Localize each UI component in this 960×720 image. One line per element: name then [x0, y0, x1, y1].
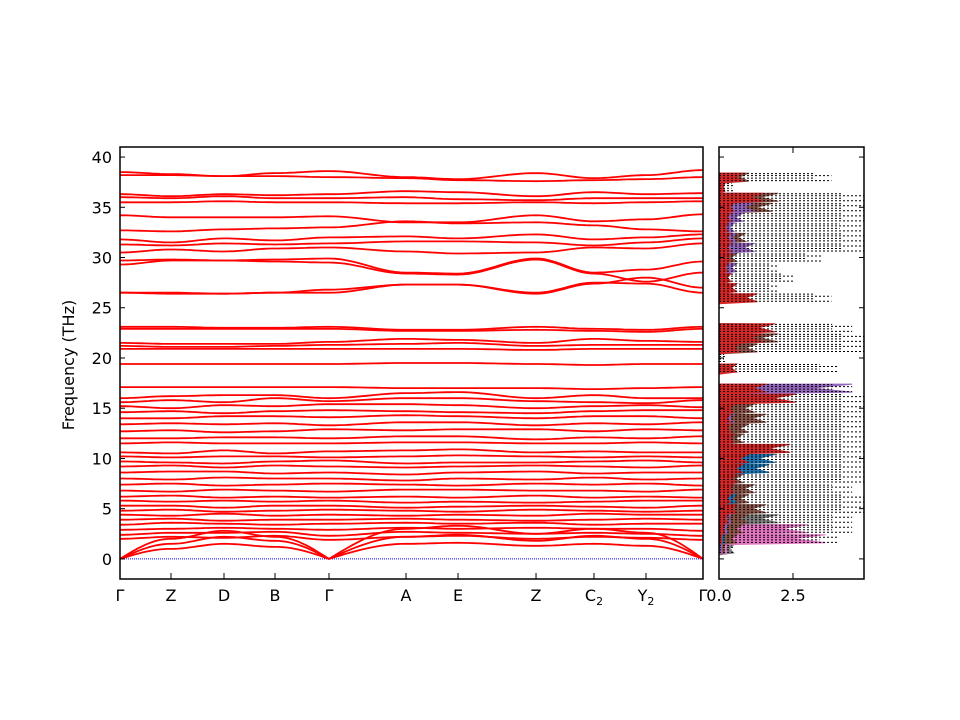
band-line-34 — [120, 470, 703, 476]
band-line-25 — [120, 414, 704, 420]
band-line-39 — [120, 499, 703, 504]
band-line-29 — [120, 441, 703, 445]
x-tick-label: B — [270, 586, 281, 605]
band-line-16 — [120, 338, 703, 345]
band-line-42 — [120, 512, 703, 517]
band-line-32 — [120, 459, 704, 465]
band-line-37 — [120, 488, 703, 493]
y-tick-label: 15 — [92, 399, 112, 418]
band-line-2 — [120, 190, 703, 198]
y-tick-label: 5 — [102, 500, 112, 519]
band-line-30 — [120, 448, 703, 455]
dos-x-tick-label: 0.0 — [706, 586, 731, 605]
band-line-15 — [120, 327, 704, 333]
y-tick-label: 35 — [92, 198, 112, 217]
band-line-13 — [120, 281, 704, 295]
band-line-19 — [120, 362, 703, 366]
band-line-24 — [120, 409, 703, 415]
band-line-36 — [120, 482, 704, 487]
band-line-3 — [120, 195, 703, 202]
band-line-44 — [120, 521, 703, 526]
dos-x-tick-label: 2.5 — [780, 586, 805, 605]
band-line-1 — [120, 174, 704, 183]
band-line-28 — [120, 435, 704, 441]
x-tick-label: Z — [531, 586, 542, 605]
band-line-7 — [119, 233, 703, 244]
x-tick-label: A — [401, 586, 412, 605]
band-line-33 — [120, 464, 703, 469]
x-tick-label: C2 — [585, 586, 603, 608]
x-tick-label: Z — [166, 586, 177, 605]
band-line-17 — [120, 342, 703, 348]
band-line-31 — [120, 454, 703, 459]
band-line-26 — [120, 421, 703, 427]
band-line-48 — [119, 524, 704, 560]
band-line-14 — [120, 325, 704, 331]
x-tick-label: Γ — [116, 586, 125, 605]
x-tick-label: Y2 — [637, 586, 655, 608]
band-line-6 — [120, 220, 703, 233]
x-tick-label: Γ — [325, 586, 334, 605]
band-line-12 — [120, 276, 704, 295]
band-line-5 — [120, 213, 704, 224]
dos-partial-5 — [719, 163, 796, 563]
band-line-4 — [120, 200, 703, 205]
band-line-27 — [120, 428, 703, 434]
band-line-8 — [120, 237, 704, 247]
band-line-40 — [120, 504, 703, 509]
x-tick-label: Γ — [699, 586, 708, 605]
x-tick-label: E — [453, 586, 463, 605]
band-structure-lines — [119, 169, 704, 560]
band-line-11 — [120, 258, 704, 283]
y-tick-label: 40 — [92, 148, 112, 167]
band-line-20 — [120, 386, 703, 390]
band-line-35 — [120, 476, 703, 482]
y-tick-label: 0 — [102, 550, 112, 569]
y-tick-label: 30 — [92, 249, 112, 268]
dos-axes-frame — [718, 146, 865, 580]
dos-curves — [719, 163, 864, 563]
band-line-18 — [120, 348, 703, 351]
y-tick-label: 20 — [92, 349, 112, 368]
band-axes-frame — [119, 146, 704, 580]
y-tick-label: 25 — [92, 299, 112, 318]
x-tick-label: D — [218, 586, 230, 605]
band-line-21 — [119, 391, 703, 400]
band-line-9 — [120, 242, 704, 255]
band-line-23 — [120, 403, 703, 410]
band-line-49 — [119, 533, 704, 560]
band-line-43 — [120, 517, 703, 522]
band-line-50 — [119, 541, 704, 560]
band-line-41 — [120, 508, 703, 513]
y-tick-label: 10 — [92, 449, 112, 468]
band-line-45 — [120, 526, 703, 532]
y-axis-label: Frequency (THz) — [59, 300, 78, 430]
band-line-38 — [120, 494, 703, 499]
band-line-22 — [120, 397, 703, 405]
